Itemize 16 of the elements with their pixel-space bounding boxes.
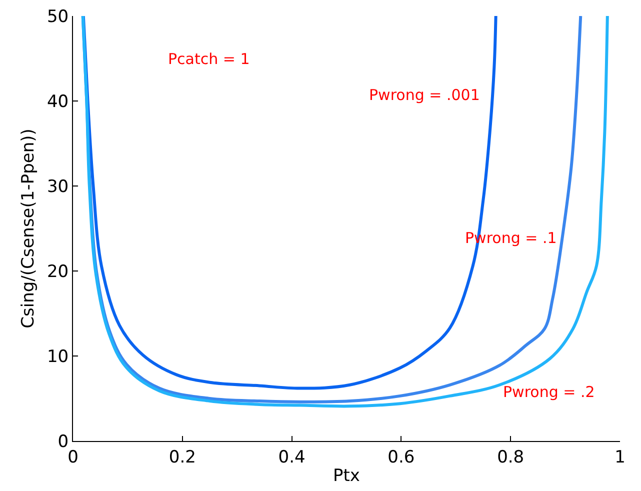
annotation: Pwrong = .2 [503, 383, 595, 401]
annotation: Pcatch = 1 [168, 50, 250, 68]
x-tick-label: 1 [614, 447, 626, 468]
x-tick-label: 0.4 [278, 447, 306, 468]
y-tick-label: 30 [46, 176, 69, 197]
x-tick-label: 0.8 [497, 447, 524, 468]
y-tick-label: 10 [46, 346, 69, 367]
y-axis-title: Csing/(Csense(1-Ppen)) [18, 128, 39, 328]
y-tick-label: 0 [58, 432, 69, 452]
x-tick-label: 0.6 [388, 447, 415, 468]
x-axis-title: Ptx [333, 466, 360, 486]
y-tick-label: 40 [46, 92, 69, 112]
y-tick-label: 20 [46, 262, 69, 282]
annotation: Pwrong = .001 [369, 86, 480, 104]
x-tick-label: 0.2 [168, 447, 196, 468]
y-tick-label: 50 [46, 6, 69, 27]
